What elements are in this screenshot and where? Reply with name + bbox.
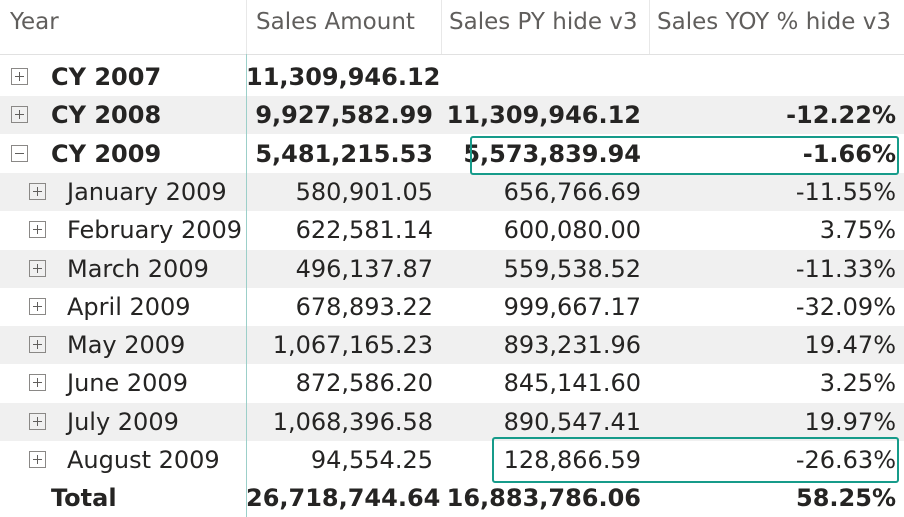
row-label: February 2009: [67, 216, 243, 244]
sales-yoy-cell: -26.63%: [795, 446, 896, 474]
table-row-august-2009: August 2009 94,554.25 128,866.59 -26.63%: [0, 441, 904, 479]
sales-py-cell: 11,309,946.12: [446, 101, 641, 129]
row-label: January 2009: [67, 178, 227, 206]
expand-plus-icon[interactable]: [11, 68, 28, 85]
sales-yoy-cell: -12.22%: [786, 101, 896, 129]
row-header: CY 2008: [0, 96, 246, 134]
row-header: June 2009: [0, 364, 246, 402]
column-header-sales-py[interactable]: Sales PY hide v3: [449, 9, 638, 35]
sales-py-cell: [441, 58, 649, 96]
row-label: August 2009: [67, 446, 220, 474]
row-header: April 2009: [0, 288, 246, 326]
sales-amount-cell: 872,586.20: [295, 369, 433, 397]
sales-amount-cell: 5,481,215.53: [255, 140, 433, 168]
row-header: CY 2009: [0, 135, 246, 173]
table-row-cy-2009: CY 2009 5,481,215.53 5,573,839.94 -1.66%: [0, 135, 904, 173]
row-header: July 2009: [0, 403, 246, 441]
table-row-january-2009: January 2009 580,901.05 656,766.69 -11.5…: [0, 173, 904, 211]
expand-plus-icon[interactable]: [29, 298, 46, 315]
expand-plus-icon[interactable]: [29, 451, 46, 468]
column-header-row: Year Sales Amount Sales PY hide v3 Sales…: [0, 0, 904, 52]
sales-py-cell: 845,141.60: [503, 369, 641, 397]
sales-py-cell: 656,766.69: [503, 178, 641, 206]
expand-plus-icon[interactable]: [29, 260, 46, 277]
sales-yoy-cell: 3.25%: [819, 369, 896, 397]
table-row-cy-2008: CY 2008 9,927,582.99 11,309,946.12 -12.2…: [0, 96, 904, 134]
sales-yoy-cell: 19.97%: [804, 408, 896, 436]
sales-yoy-cell: -11.33%: [795, 255, 896, 283]
sales-py-cell: 600,080.00: [503, 216, 641, 244]
table-row-cy-2007: CY 2007 11,309,946.12: [0, 58, 904, 96]
expand-plus-icon[interactable]: [29, 413, 46, 430]
column-header-year[interactable]: Year: [10, 9, 59, 35]
sales-py-cell: 5,573,839.94: [463, 140, 641, 168]
expand-plus-icon[interactable]: [29, 374, 46, 391]
row-label: April 2009: [67, 293, 191, 321]
sales-amount-cell: 94,554.25: [310, 446, 433, 474]
sales-amount-cell: 496,137.87: [295, 255, 433, 283]
sales-yoy-cell: -1.66%: [802, 140, 896, 168]
sales-yoy-cell: -32.09%: [795, 293, 896, 321]
total-sales-py-cell: 16,883,786.06: [446, 484, 641, 512]
expand-plus-icon[interactable]: [29, 336, 46, 353]
total-label: Total: [51, 484, 117, 512]
row-header: January 2009: [0, 173, 246, 211]
row-label: CY 2009: [51, 140, 162, 168]
total-sales-yoy-cell: 58.25%: [796, 484, 896, 512]
table-row-total: Total 26,718,744.64 16,883,786.06 58.25%: [0, 479, 904, 517]
row-label: July 2009: [67, 408, 179, 436]
table-row-june-2009: June 2009 872,586.20 845,141.60 3.25%: [0, 364, 904, 402]
table-row-february-2009: February 2009 622,581.14 600,080.00 3.75…: [0, 211, 904, 249]
sales-amount-cell: 9,927,582.99: [255, 101, 433, 129]
table-row-april-2009: April 2009 678,893.22 999,667.17 -32.09%: [0, 288, 904, 326]
row-header-divider: [246, 54, 247, 517]
header-divider: [441, 0, 442, 54]
table-row-may-2009: May 2009 1,067,165.23 893,231.96 19.47%: [0, 326, 904, 364]
total-sales-amount-cell: 26,718,744.64: [246, 484, 441, 512]
sales-amount-cell: 11,309,946.12: [246, 63, 441, 91]
expand-plus-icon[interactable]: [29, 221, 46, 238]
sales-amount-cell: 580,901.05: [295, 178, 433, 206]
row-label: CY 2008: [51, 101, 162, 129]
sales-amount-cell: 1,067,165.23: [272, 331, 433, 359]
row-label: June 2009: [67, 369, 188, 397]
row-header: March 2009: [0, 250, 246, 288]
header-divider: [649, 0, 650, 54]
sales-yoy-cell: 19.47%: [804, 331, 896, 359]
header-underline: [0, 54, 904, 55]
table-row-march-2009: March 2009 496,137.87 559,538.52 -11.33%: [0, 250, 904, 288]
header-divider: [246, 0, 247, 54]
column-header-sales-yoy[interactable]: Sales YOY % hide v3: [657, 9, 891, 35]
collapse-minus-icon[interactable]: [11, 145, 28, 162]
row-header: CY 2007: [0, 58, 246, 96]
table-row-july-2009: July 2009 1,068,396.58 890,547.41 19.97%: [0, 403, 904, 441]
expand-plus-icon[interactable]: [11, 106, 28, 123]
sales-py-cell: 559,538.52: [503, 255, 641, 283]
row-header: August 2009: [0, 441, 246, 479]
sales-yoy-cell: 3.75%: [819, 216, 896, 244]
sales-py-cell: 128,866.59: [503, 446, 641, 474]
sales-py-cell: 893,231.96: [503, 331, 641, 359]
column-header-sales-amount[interactable]: Sales Amount: [256, 9, 415, 35]
row-label: CY 2007: [51, 63, 162, 91]
row-header: May 2009: [0, 326, 246, 364]
row-label: March 2009: [67, 255, 209, 283]
sales-amount-cell: 622,581.14: [295, 216, 433, 244]
sales-py-cell: 999,667.17: [503, 293, 641, 321]
row-label: May 2009: [67, 331, 186, 359]
sales-py-cell: 890,547.41: [503, 408, 641, 436]
expand-plus-icon[interactable]: [29, 183, 46, 200]
sales-amount-cell: 678,893.22: [295, 293, 433, 321]
sales-amount-cell: 1,068,396.58: [272, 408, 433, 436]
sales-yoy-cell: [649, 58, 904, 96]
row-header: February 2009: [0, 211, 246, 249]
sales-yoy-cell: -11.55%: [795, 178, 896, 206]
row-header: Total: [0, 479, 246, 517]
